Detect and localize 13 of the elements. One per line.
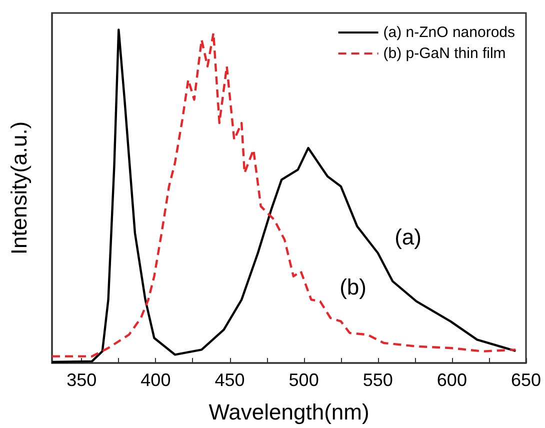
annotation: (b)	[340, 274, 366, 300]
x-tick-label: 350	[66, 370, 97, 390]
x-axis-title: Wavelength(nm)	[208, 400, 370, 424]
x-tick-label: 550	[362, 370, 393, 390]
x-tick-label: 600	[436, 370, 467, 390]
y-axis-title: Intensity(a.u.)	[6, 121, 32, 255]
legend-label: (b) p-GaN thin film	[383, 45, 506, 62]
x-tick-label: 400	[140, 370, 171, 390]
annotation: (a)	[394, 224, 422, 250]
legend-label: (a) n-ZnO nanorods	[383, 24, 516, 41]
x-tick-label: 450	[214, 370, 245, 390]
x-tick-label: 650	[510, 370, 542, 390]
x-tick-label: 500	[288, 370, 319, 390]
